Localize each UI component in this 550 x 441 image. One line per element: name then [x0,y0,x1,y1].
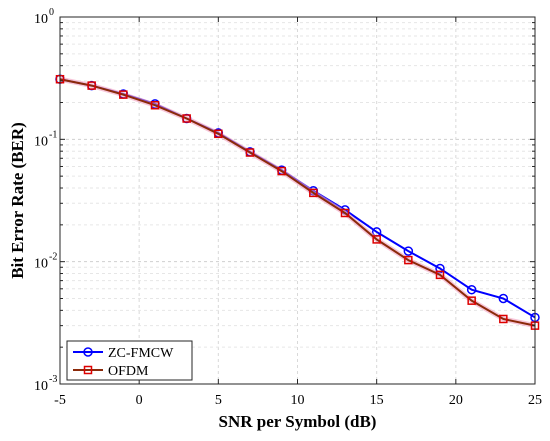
data-point [277,166,286,176]
legend-label: ZC-FMCW [108,346,174,361]
legend-entry: ZC-FMCW [73,346,174,361]
legend-entry: OFDM [73,364,149,379]
data-point [214,129,223,139]
y-tick-base: 10 [34,12,48,27]
data-point [404,255,413,265]
data-point [150,100,160,110]
y-tick-label: 10 0 [34,7,54,27]
y-tick-exponent: -2 [49,252,57,263]
x-axis-title: SNR per Symbol (dB) [219,412,377,431]
legend: ZC-FMCW OFDM [66,340,193,381]
y-tick-base: 10 [34,134,48,149]
data-point [466,284,477,295]
legend-label: OFDM [108,364,149,379]
tick-marks [59,16,536,385]
data-point [499,314,508,324]
y-tick-exponent: -3 [49,374,57,385]
data-point [372,235,381,244]
x-tick-label: 15 [370,393,384,408]
legend-marker [83,347,93,357]
series-line [59,78,536,327]
data-point [182,114,191,123]
data-point [435,270,445,280]
y-tick-label: 10 -1 [34,129,57,149]
data-point [87,81,96,90]
y-tick-exponent: 0 [49,7,54,18]
data-point [309,188,318,198]
legend-entries: ZC-FMCW OFDM [73,346,174,379]
x-tick-labels: -5 0 5 10 15 20 25 [54,393,542,408]
x-tick-label: 10 [291,393,305,408]
data-point [245,148,255,157]
x-tick-label: 20 [449,393,463,408]
series-group [55,74,540,330]
x-tick-label: 5 [215,393,222,408]
y-axis-title: Bit Error Rate (BER) [8,122,27,279]
data-point [467,296,476,305]
data-point [498,293,509,304]
y-tick-base: 10 [34,379,48,394]
data-point [340,208,350,218]
y-tick-exponent: -1 [49,129,57,140]
series-ofdm [55,74,540,330]
x-tick-label: 0 [136,393,143,408]
y-tick-base: 10 [34,257,48,272]
legend-marker [83,365,93,375]
x-tick-label: 25 [528,393,542,408]
y-tick-label: 10 -3 [34,374,57,394]
x-tick-label: -5 [54,393,66,408]
y-tick-label: 10 -2 [34,252,57,272]
data-point [119,90,128,99]
data-point [403,246,414,256]
